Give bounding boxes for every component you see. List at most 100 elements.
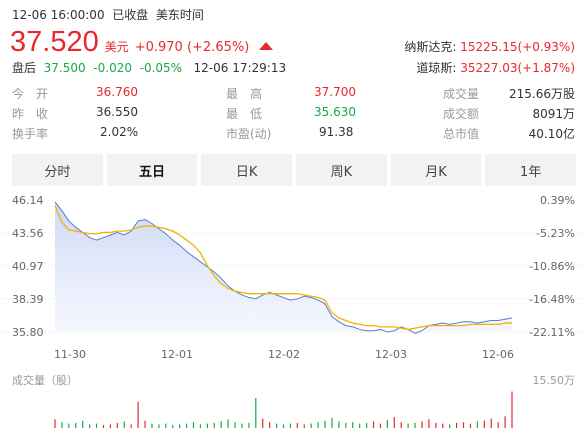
volume-bar bbox=[449, 424, 451, 428]
tab-weekly-k[interactable]: 周K bbox=[296, 154, 387, 186]
volume-bar bbox=[414, 422, 416, 428]
volume-bar bbox=[61, 422, 63, 428]
volume-bar bbox=[345, 422, 347, 428]
prev-close-value: 36.550 bbox=[96, 105, 138, 119]
volume-bar bbox=[75, 422, 77, 428]
y-tick-label: 46.14 bbox=[12, 194, 44, 207]
volume-bar bbox=[310, 423, 312, 428]
pct-tick-label: -5.23% bbox=[536, 227, 575, 240]
volume-bar bbox=[116, 422, 118, 428]
open-value: 36.760 bbox=[96, 85, 138, 99]
volume-bar bbox=[262, 418, 264, 428]
volume-bar bbox=[102, 425, 105, 428]
x-tick-label: 12-02 bbox=[268, 348, 300, 361]
volume-bar bbox=[338, 421, 340, 428]
x-tick-label: 12-03 bbox=[375, 348, 407, 361]
turnover-label: 换手率 bbox=[12, 127, 49, 141]
volume-bar bbox=[282, 424, 285, 428]
tab-one-year[interactable]: 1年 bbox=[485, 154, 577, 186]
volume-bar bbox=[289, 423, 292, 428]
volume-bar bbox=[497, 422, 499, 428]
volume-bar bbox=[213, 422, 215, 428]
prev-close-label: 昨 收 bbox=[12, 107, 49, 121]
volume-bar bbox=[192, 422, 195, 428]
pct-tick-label: -10.86% bbox=[529, 260, 575, 273]
volume-bar bbox=[172, 425, 174, 428]
tab-intraday[interactable]: 分时 bbox=[12, 154, 103, 186]
amount-value: 8091万 bbox=[532, 107, 575, 121]
index-label: 道琼斯: bbox=[416, 61, 457, 75]
high-label: 最 高 bbox=[226, 87, 263, 101]
volume-bar bbox=[476, 421, 478, 428]
volume-bar bbox=[352, 422, 354, 428]
y-tick-label: 43.56 bbox=[12, 227, 44, 240]
volume-bar bbox=[386, 419, 388, 428]
tab-five-day[interactable]: 五日 bbox=[106, 154, 198, 186]
x-tick-label: 11-30 bbox=[54, 348, 86, 361]
volume-bar bbox=[199, 424, 202, 428]
volume-bar bbox=[393, 417, 395, 428]
price-area bbox=[55, 201, 512, 334]
up-arrow-icon bbox=[259, 42, 274, 50]
volume-bar bbox=[206, 423, 208, 428]
timezone: 美东时间 bbox=[155, 8, 204, 22]
volume-bar bbox=[483, 420, 485, 428]
pct-tick-label: -22.11% bbox=[529, 326, 575, 339]
high-value: 37.700 bbox=[314, 85, 356, 99]
low-label: 最 低 bbox=[226, 107, 263, 121]
after-hours-change: -0.020 bbox=[93, 61, 132, 75]
volume-bar bbox=[248, 422, 250, 428]
volume-bar bbox=[255, 398, 257, 428]
x-tick-label: 12-06 bbox=[482, 348, 514, 361]
volume-bar bbox=[372, 421, 375, 428]
volume-bar bbox=[421, 421, 423, 428]
index-value: 35227.03(+1.87%) bbox=[460, 61, 575, 75]
volume-bar bbox=[324, 420, 326, 428]
y-tick-label: 35.80 bbox=[12, 326, 44, 339]
pct-tick-label: -16.48% bbox=[529, 293, 575, 306]
volume-bar bbox=[220, 421, 222, 428]
pe-value: 91.38 bbox=[319, 125, 354, 139]
volume-bar bbox=[227, 419, 229, 428]
chart-tabs: 分时 五日 日K 周K 月K 1年 bbox=[12, 154, 577, 186]
volume-bar bbox=[379, 423, 382, 428]
avg-price-line bbox=[54, 205, 512, 331]
open-label: 今 开 bbox=[12, 87, 49, 101]
mktcap-value: 40.10亿 bbox=[528, 127, 575, 141]
amount-label: 成交额 bbox=[443, 107, 480, 121]
volume-bar bbox=[137, 401, 139, 428]
volume-bar bbox=[504, 416, 506, 428]
current-price: 37.520 bbox=[10, 26, 99, 58]
x-tick-label: 12-01 bbox=[161, 348, 193, 361]
price-change: +0.970 (+2.65%) bbox=[134, 40, 250, 55]
index-dow[interactable]: 道琼斯: 35227.03(+1.87%) bbox=[416, 59, 575, 76]
price-line bbox=[54, 201, 513, 334]
after-hours-pct: -0.05% bbox=[139, 61, 183, 75]
volume-bar bbox=[359, 423, 361, 428]
volume-bar bbox=[317, 422, 319, 428]
volume-bar bbox=[82, 420, 84, 428]
volume-bar bbox=[442, 423, 444, 428]
volume-bar bbox=[54, 419, 56, 428]
volume-chart-label: 成交量（股） bbox=[12, 373, 78, 387]
after-hours-time: 12-06 17:29:13 bbox=[193, 61, 287, 75]
volume-bar bbox=[144, 420, 146, 428]
tab-daily-k[interactable]: 日K bbox=[201, 154, 293, 186]
volume-bar bbox=[462, 422, 465, 428]
volume-max-label: 15.50万 bbox=[533, 374, 576, 387]
volume-bar bbox=[185, 423, 188, 428]
volume-bar bbox=[158, 424, 160, 428]
tab-monthly-k[interactable]: 月K bbox=[390, 154, 482, 186]
index-nasdaq[interactable]: 纳斯达克: 15225.15(+0.93%) bbox=[404, 38, 575, 55]
volume-bar bbox=[275, 423, 278, 428]
y-tick-label: 38.39 bbox=[12, 293, 44, 306]
volume-bar bbox=[109, 424, 111, 428]
volume-bar bbox=[241, 423, 243, 428]
pe-label: 市盈(动) bbox=[226, 127, 272, 141]
volume-bar bbox=[469, 423, 472, 428]
volume-bar bbox=[435, 422, 437, 428]
volume-bar bbox=[456, 422, 458, 428]
volume-bar bbox=[303, 424, 305, 428]
price-chart[interactable]: 46.14 0.39% 43.56 -5.23% 40.97 -10.86% 38.39 -1… bbox=[0, 186, 587, 433]
volume-bar bbox=[511, 391, 513, 428]
